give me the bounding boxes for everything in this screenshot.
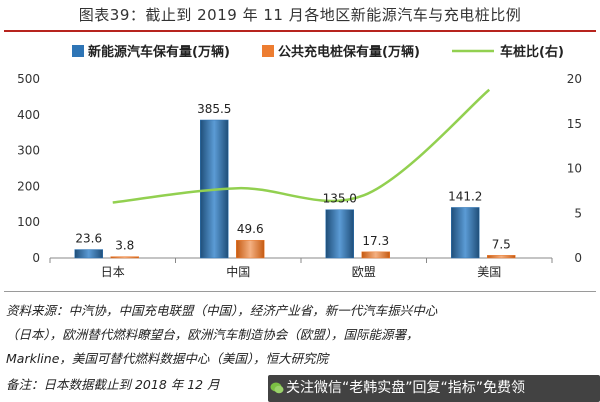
y-left-tick-label: 0 <box>32 251 40 265</box>
y-left-tick-label: 100 <box>17 215 40 229</box>
watermark-text: 关注微信“老韩实盘”回复“指标”免费领 <box>286 380 526 396</box>
y-right-tick-label: 15 <box>567 117 582 131</box>
y-left-tick-label: 300 <box>17 144 40 158</box>
ratio-line <box>112 88 491 204</box>
legend-label-ev: 新能源汽车保有量(万辆) <box>88 44 230 60</box>
ev-data-label-0: 23.6 <box>75 232 102 246</box>
legend: 新能源汽车保有量(万辆) 公共充电桩保有量(万辆) 车桩比(右) <box>72 44 564 60</box>
x-category-label: 中国 <box>226 264 250 279</box>
x-category-label: 欧盟 <box>352 265 376 279</box>
legend-swatch-ev <box>72 45 84 57</box>
y-right-tick-label: 5 <box>574 206 582 220</box>
charger-data-label-0: 3.8 <box>115 239 134 253</box>
legend-swatch-charger <box>262 45 274 57</box>
x-category-label: 日本 <box>101 265 125 279</box>
charger-bar-3 <box>487 255 516 259</box>
note-line: 备注：日本数据截止到 2018 年 12 月 <box>6 377 220 392</box>
ev-data-label-1: 385.5 <box>197 102 231 116</box>
wechat-watermark-banner: 关注微信“老韩实盘”回复“指标”免费领 <box>268 375 600 402</box>
legend-label-charger: 公共充电桩保有量(万辆) <box>278 44 420 60</box>
charger-data-label-2: 17.3 <box>362 234 389 248</box>
y-left-tick-label: 500 <box>17 72 40 86</box>
data-labels: 23.6 385.5 135.0 141.2 3.8 49.6 17.3 7.5 <box>75 102 510 253</box>
y-left-tick-label: 400 <box>17 108 40 122</box>
source-line-1: 资料来源：中汽协，中国充电联盟（中国），经济产业省，新一代汽车振兴中心 <box>6 303 438 318</box>
source-line-2: （日本），欧洲替代燃料瞭望台，欧洲汽车制造协会（欧盟），国际能源署， <box>6 327 419 342</box>
y-right-tick-label: 20 <box>567 72 582 86</box>
ev-data-label-2: 135.0 <box>323 192 357 206</box>
y-left-tick-label: 200 <box>17 179 40 193</box>
ev-data-label-3: 141.2 <box>448 189 482 203</box>
title-divider <box>4 30 596 32</box>
wechat-icon <box>270 382 284 394</box>
ev-bar-3 <box>451 207 480 259</box>
charger-data-label-3: 7.5 <box>492 237 511 251</box>
charger-data-label-1: 49.6 <box>237 222 264 236</box>
charger-bar-1 <box>236 239 265 259</box>
ratio-line-path <box>112 88 491 204</box>
source-line-3: Markline，美国可替代燃料数据中心（美国），恒大研究院 <box>6 351 329 366</box>
charger-bar-0 <box>110 256 139 259</box>
ev-bar-2 <box>325 209 354 259</box>
chart-area: 新能源汽车保有量(万辆) 公共充电桩保有量(万辆) 车桩比(右) 0100200… <box>17 44 582 279</box>
x-category-label: 美国 <box>477 265 501 279</box>
y-right-tick-label: 10 <box>567 162 582 176</box>
source-divider <box>4 291 596 292</box>
y-right-tick-label: 0 <box>574 251 582 265</box>
ev-bar-0 <box>74 249 103 259</box>
charger-bar-2 <box>361 251 390 259</box>
legend-label-ratio: 车桩比(右) <box>500 44 564 60</box>
axes: 0 100 200 300 400 500 0 5 10 15 20 日本 中国 欧盟 美国 <box>17 72 582 279</box>
chart-title: 图表39：截止到 2019 年 11 月各地区新能源汽车与充电桩比例 <box>78 6 522 24</box>
